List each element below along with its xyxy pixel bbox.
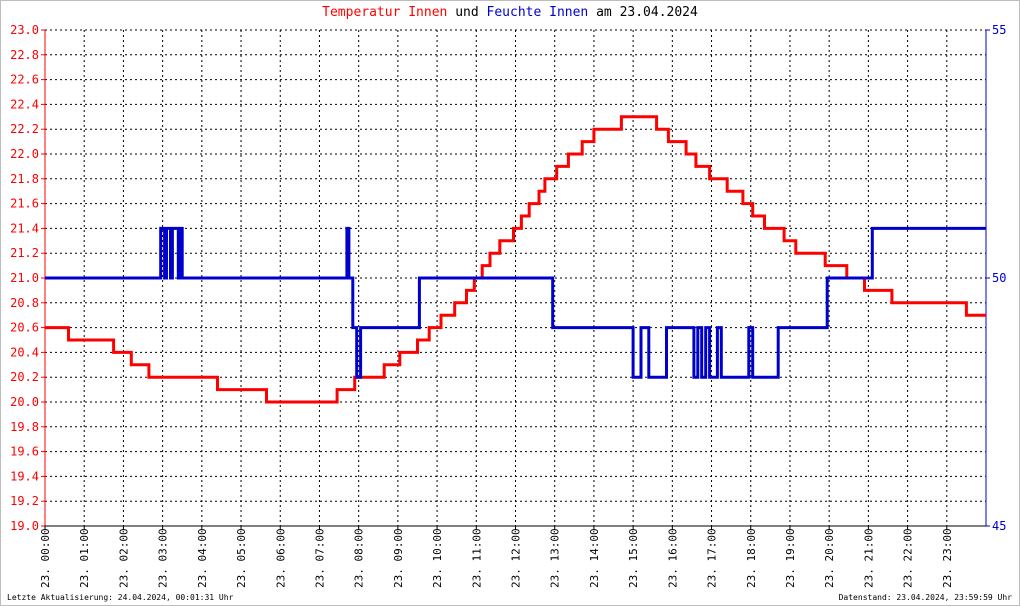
- chart-title: Temperatur Innen und Feuchte Innen am 23…: [0, 5, 1020, 20]
- x-tick-label: 23. 05:00: [235, 528, 248, 588]
- x-tick-label: 23. 18:00: [745, 528, 758, 588]
- x-tick-label: 23. 01:00: [78, 528, 91, 588]
- y-right-tick-label: 55: [992, 23, 1006, 37]
- title-date: am 23.04.2024: [588, 5, 698, 20]
- x-tick-label: 23. 09:00: [392, 528, 405, 588]
- x-tick-label: 23. 21:00: [862, 528, 875, 588]
- y-left-tick-label: 22.0: [10, 147, 39, 161]
- y-left-tick-label: 22.6: [10, 73, 39, 87]
- y-left-tick-label: 19.6: [10, 445, 39, 459]
- title-humidity: Feuchte Innen: [486, 5, 589, 20]
- x-tick-label: 23. 06:00: [274, 528, 287, 588]
- y-left-tick-label: 19.2: [10, 494, 39, 508]
- x-tick-label: 23. 10:00: [431, 528, 444, 588]
- x-tick-label: 23. 14:00: [588, 528, 601, 588]
- y-left-tick-label: 21.2: [10, 246, 39, 260]
- y-left-tick-label: 21.0: [10, 271, 39, 285]
- x-tick-label: 23. 23:00: [941, 528, 954, 588]
- y-left-tick-label: 19.8: [10, 420, 39, 434]
- y-left-tick-label: 21.6: [10, 197, 39, 211]
- y-left-tick-label: 19.0: [10, 519, 39, 533]
- series-line-temperatur-innen: [45, 115, 986, 404]
- y-left-tick-label: 22.2: [10, 122, 39, 136]
- y-left-tick-label: 23.0: [10, 23, 39, 37]
- x-tick-label: 23. 12:00: [510, 528, 523, 588]
- x-tick-label: 23. 04:00: [196, 528, 209, 588]
- x-tick-label: 23. 02:00: [117, 528, 130, 588]
- x-tick-label: 23. 11:00: [470, 528, 483, 588]
- y-left-tick-label: 20.8: [10, 296, 39, 310]
- y-left-tick-label: 20.2: [10, 370, 39, 384]
- title-temperature: Temperatur Innen: [322, 5, 448, 20]
- y-right-tick-label: 50: [992, 271, 1006, 285]
- y-left-tick-label: 22.4: [10, 97, 39, 111]
- x-tick-label: 23. 00:00: [39, 528, 52, 588]
- x-tick-label: 23. 08:00: [353, 528, 366, 588]
- y-left-tick-label: 19.4: [10, 469, 39, 483]
- x-tick-label: 23. 22:00: [902, 528, 915, 588]
- y-left-tick-label: 22.8: [10, 48, 39, 62]
- x-tick-label: 23. 13:00: [549, 528, 562, 588]
- x-tick-label: 23. 03:00: [157, 528, 170, 588]
- footer-last-update: Letzte Aktualisierung: 24.04.2024, 00:01…: [7, 593, 234, 602]
- x-tick-label: 23. 16:00: [666, 528, 679, 588]
- title-and: und: [447, 5, 487, 20]
- series-line-feuchte-innen: [45, 226, 986, 379]
- y-left-tick-label: 20.6: [10, 321, 39, 335]
- y-left-tick-label: 20.4: [10, 345, 39, 359]
- x-tick-label: 23. 17:00: [706, 528, 719, 588]
- y-right-tick-label: 45: [992, 519, 1006, 533]
- footer-data-status: Datenstand: 23.04.2024, 23:59:59 Uhr: [838, 593, 1012, 602]
- x-tick-label: 23. 15:00: [627, 528, 640, 588]
- x-tick-label: 23. 07:00: [313, 528, 326, 588]
- y-left-tick-label: 21.4: [10, 221, 39, 235]
- y-left-tick-label: 20.0: [10, 395, 39, 409]
- x-tick-label: 23. 19:00: [784, 528, 797, 588]
- y-left-tick-label: 21.8: [10, 172, 39, 186]
- x-tick-label: 23. 20:00: [823, 528, 836, 588]
